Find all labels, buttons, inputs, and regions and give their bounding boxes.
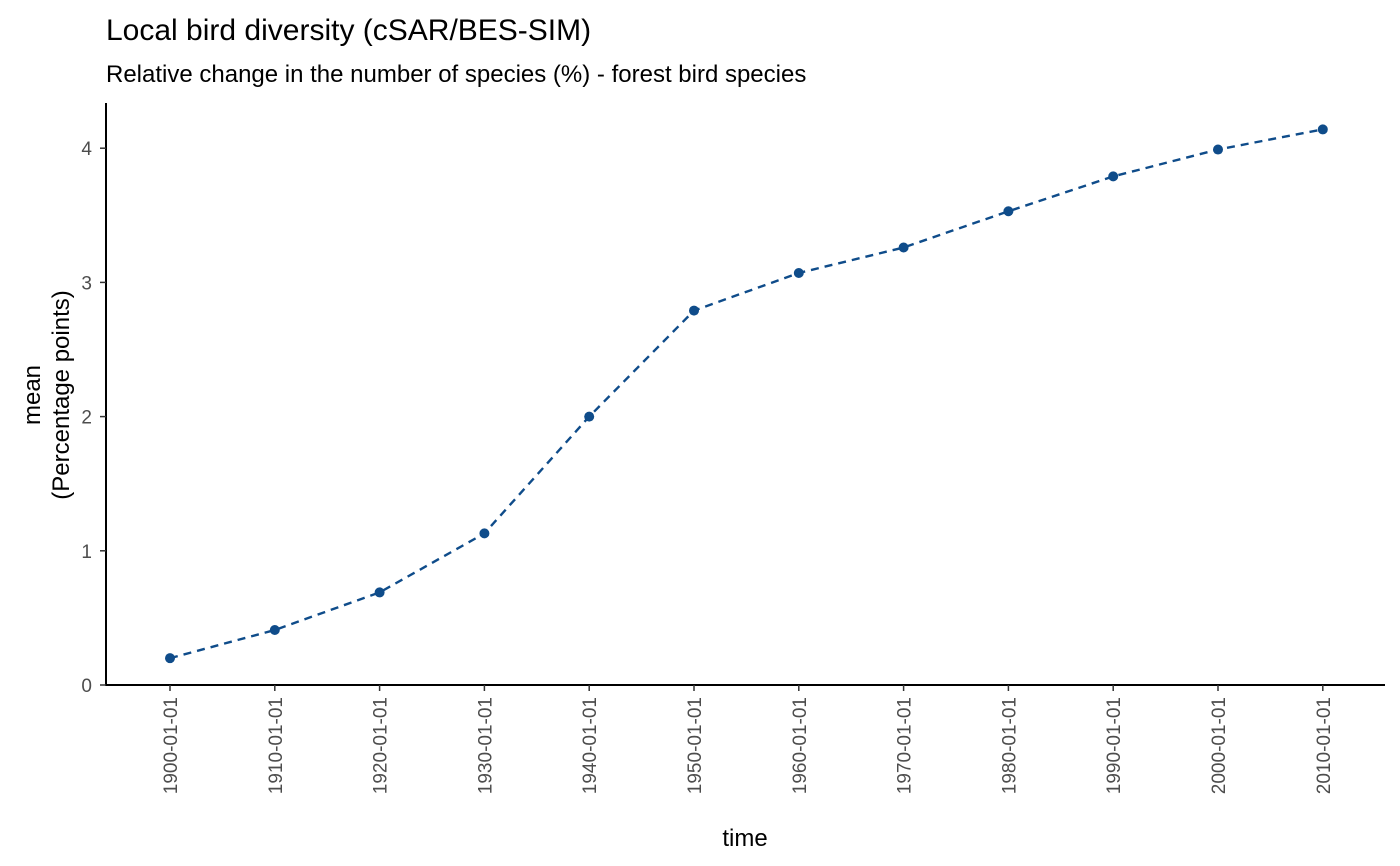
x-tick-label: 1910-01-01: [266, 697, 287, 794]
x-tick-label: 2000-01-01: [1209, 697, 1230, 794]
data-point: [689, 305, 699, 316]
x-tick-label: 1960-01-01: [790, 697, 811, 794]
data-point: [165, 653, 175, 664]
x-tick-label: 1970-01-01: [895, 697, 916, 794]
data-point: [1317, 124, 1328, 135]
data-point: [1003, 206, 1014, 217]
x-axis-title: time: [722, 825, 767, 852]
data-point: [584, 411, 595, 422]
data-point: [269, 624, 280, 635]
x-tick-label: 1980-01-01: [999, 697, 1020, 794]
x-tick-label: 2010-01-01: [1314, 697, 1335, 794]
y-axis-title: mean (Percentage points): [19, 290, 75, 499]
data-point: [374, 587, 385, 598]
x-tick-label: 1950-01-01: [685, 697, 706, 794]
y-tick-label: 1: [81, 542, 92, 563]
y-axis-title-line-2: (Percentage points): [48, 290, 75, 499]
data-point: [1213, 144, 1223, 155]
plot-area: [165, 124, 1328, 664]
y-tick-label: 4: [81, 139, 92, 160]
x-tick-label: 1930-01-01: [475, 697, 496, 794]
chart-subtitle: Relative change in the number of species…: [106, 61, 806, 88]
series-line: [169, 128, 1324, 660]
data-point: [479, 528, 490, 539]
x-tick-label: 1920-01-01: [371, 697, 392, 794]
y-axis-ticks: 0 1 2 3 4: [81, 139, 106, 697]
x-axis-ticks: 1900-01-01 1910-01-01 1920-01-01 1930-01-01…: [161, 685, 1335, 794]
y-tick-label: 3: [81, 273, 92, 294]
y-tick-label: 2: [81, 408, 92, 429]
x-tick-label: 1900-01-01: [161, 697, 182, 794]
y-axis-title-line-1: mean: [19, 365, 46, 425]
data-point: [898, 242, 909, 253]
data-point: [793, 268, 804, 279]
x-tick-label: 1940-01-01: [580, 697, 601, 794]
chart-title: Local bird diversity (cSAR/BES-SIM): [106, 14, 591, 47]
x-tick-label: 1990-01-01: [1104, 697, 1125, 794]
data-point: [1108, 171, 1119, 182]
y-tick-label: 0: [81, 676, 92, 697]
